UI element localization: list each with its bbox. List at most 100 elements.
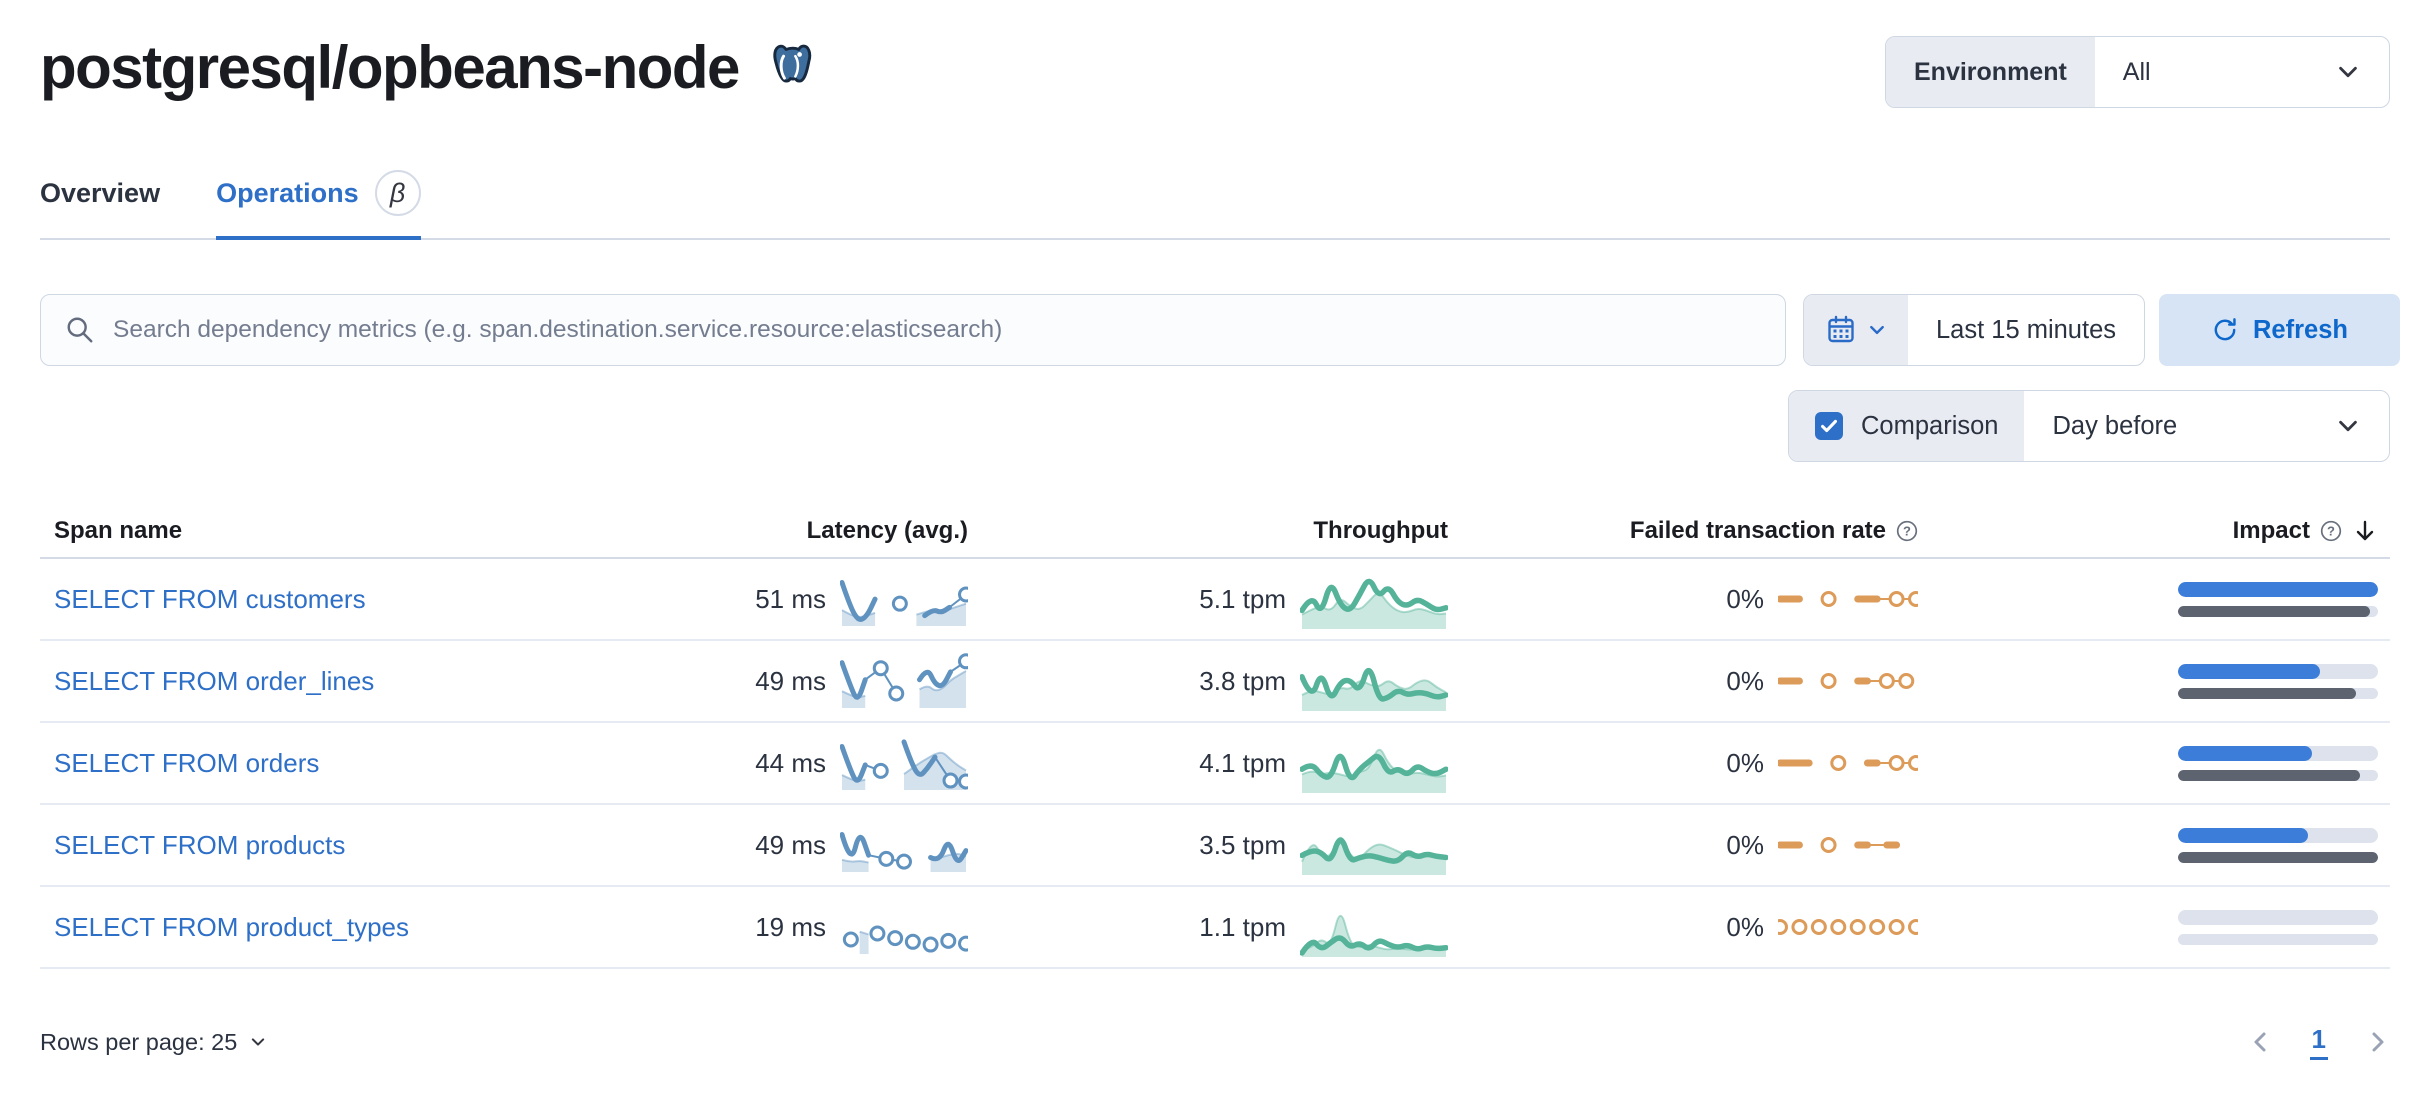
impact-bars [2178, 909, 2378, 945]
date-picker-menu[interactable] [1804, 295, 1908, 365]
table-body: SELECT FROM customers 51 ms 5.1 tpm 0% S… [40, 559, 2390, 969]
impact-bars [2178, 745, 2378, 781]
next-page-button[interactable] [2364, 1029, 2390, 1055]
throughput-sparkline [1300, 668, 1448, 711]
latency-value: 19 ms [755, 911, 826, 942]
failed-rate-value: 0% [1726, 665, 1764, 696]
latency-sparkline [842, 925, 968, 954]
table-row: SELECT FROM orders 44 ms 4.1 tpm 0% [40, 723, 2390, 805]
comparison-box: Comparison Day before [1788, 390, 2390, 462]
col-throughput[interactable]: Throughput [1313, 517, 1448, 544]
beta-badge: β [374, 170, 421, 216]
operations-table: Span name Latency (avg.) Throughput Fail… [40, 505, 2390, 969]
svg-text:?: ? [1903, 524, 1911, 539]
failed-rate-sparkline [1778, 919, 1918, 935]
failed-rate-value: 0% [1726, 583, 1764, 614]
comparison-label: Comparison [1861, 411, 1999, 440]
chevron-down-icon [2335, 413, 2361, 439]
comparison-toggle: Comparison [1789, 391, 2025, 461]
search-input[interactable] [113, 316, 1761, 344]
pagination: 1 [2248, 1024, 2390, 1060]
search-box[interactable] [40, 294, 1786, 366]
table-row: SELECT FROM order_lines 49 ms 3.8 tpm 0% [40, 641, 2390, 723]
toolbar: Last 15 minutes Refresh [40, 294, 2400, 366]
environment-select[interactable]: Environment All [1885, 36, 2390, 108]
throughput-value: 5.1 tpm [1199, 583, 1286, 614]
col-latency[interactable]: Latency (avg.) [806, 517, 968, 544]
time-range-value[interactable]: Last 15 minutes [1935, 315, 2117, 344]
col-impact[interactable]: Impact ? [1930, 517, 2390, 545]
calendar-icon [1825, 314, 1857, 346]
comparison-checkbox[interactable] [1815, 412, 1843, 440]
failed-rate-sparkline [1778, 837, 1901, 853]
page-header: postgresql/opbeans-node [40, 36, 819, 99]
page-title: postgresql/opbeans-node [40, 34, 740, 101]
chevron-down-icon [2335, 59, 2361, 85]
environment-value[interactable]: All [2095, 37, 2389, 107]
impact-bars [2178, 581, 2378, 617]
failed-rate-sparkline [1778, 755, 1918, 771]
impact-bar-current [2178, 581, 2378, 597]
throughput-sparkline [1300, 836, 1448, 875]
span-link[interactable]: SELECT FROM order_lines [54, 665, 375, 696]
throughput-sparkline [1300, 914, 1448, 957]
postgresql-icon [765, 41, 819, 95]
span-link[interactable]: SELECT FROM customers [54, 583, 366, 614]
failed-rate-value: 0% [1726, 911, 1764, 942]
svg-text:?: ? [2327, 524, 2335, 539]
date-picker[interactable]: Last 15 minutes [1803, 294, 2145, 366]
tab-operations[interactable]: Operations β [216, 170, 421, 240]
span-link[interactable]: SELECT FROM product_types [54, 911, 409, 942]
throughput-value: 1.1 tpm [1199, 911, 1286, 942]
failed-rate-value: 0% [1726, 747, 1764, 778]
latency-sparkline [840, 653, 968, 708]
latency-value: 51 ms [755, 583, 826, 614]
latency-value: 44 ms [755, 747, 826, 778]
span-link[interactable]: SELECT FROM orders [54, 747, 320, 778]
refresh-icon [2211, 316, 2239, 344]
search-icon [65, 315, 95, 345]
throughput-value: 3.8 tpm [1199, 665, 1286, 696]
throughput-sparkline [1300, 578, 1448, 629]
table-row: SELECT FROM product_types 19 ms 1.1 tpm … [40, 887, 2390, 969]
failed-rate-sparkline [1778, 591, 1918, 607]
impact-bar-previous [2178, 605, 2378, 617]
throughput-sparkline [1300, 748, 1448, 793]
chevron-down-icon [1867, 320, 1887, 340]
refresh-button[interactable]: Refresh [2159, 294, 2400, 366]
chevron-down-icon [249, 1033, 267, 1051]
col-failed-rate[interactable]: Failed transaction rate ? [1460, 517, 1930, 545]
impact-bar-current [2178, 909, 2378, 925]
table-row: SELECT FROM products 49 ms 3.5 tpm 0% [40, 805, 2390, 887]
help-icon: ? [2320, 520, 2342, 542]
previous-page-button[interactable] [2248, 1029, 2274, 1055]
impact-bar-current [2178, 663, 2378, 679]
impact-bar-previous [2178, 687, 2378, 699]
failed-rate-value: 0% [1726, 829, 1764, 860]
impact-bar-current [2178, 827, 2378, 843]
latency-sparkline [840, 739, 968, 790]
latency-sparkline [840, 832, 968, 872]
table-footer: Rows per page: 25 1 [40, 1010, 2390, 1074]
col-span-name: Span name [54, 517, 183, 544]
latency-value: 49 ms [755, 665, 826, 696]
throughput-value: 3.5 tpm [1199, 829, 1286, 860]
page-number[interactable]: 1 [2309, 1024, 2328, 1060]
impact-bar-current [2178, 745, 2378, 761]
impact-bar-previous [2178, 933, 2378, 945]
tab-overview[interactable]: Overview [40, 177, 161, 208]
impact-bar-previous [2178, 769, 2378, 781]
impact-bars [2178, 663, 2378, 699]
help-icon: ? [1896, 520, 1918, 542]
throughput-value: 4.1 tpm [1199, 747, 1286, 778]
comparison-select[interactable]: Day before [2024, 391, 2389, 461]
latency-sparkline [840, 580, 968, 626]
comparison-controls: Comparison Day before [1788, 390, 2390, 462]
tabs-bar: Overview Operations β [40, 170, 2390, 240]
span-link[interactable]: SELECT FROM products [54, 829, 346, 860]
sort-descending-icon [2352, 518, 2378, 544]
table-header: Span name Latency (avg.) Throughput Fail… [40, 505, 2390, 559]
rows-per-page-button[interactable]: Rows per page: 25 [40, 1029, 267, 1056]
impact-bar-previous [2178, 851, 2378, 863]
